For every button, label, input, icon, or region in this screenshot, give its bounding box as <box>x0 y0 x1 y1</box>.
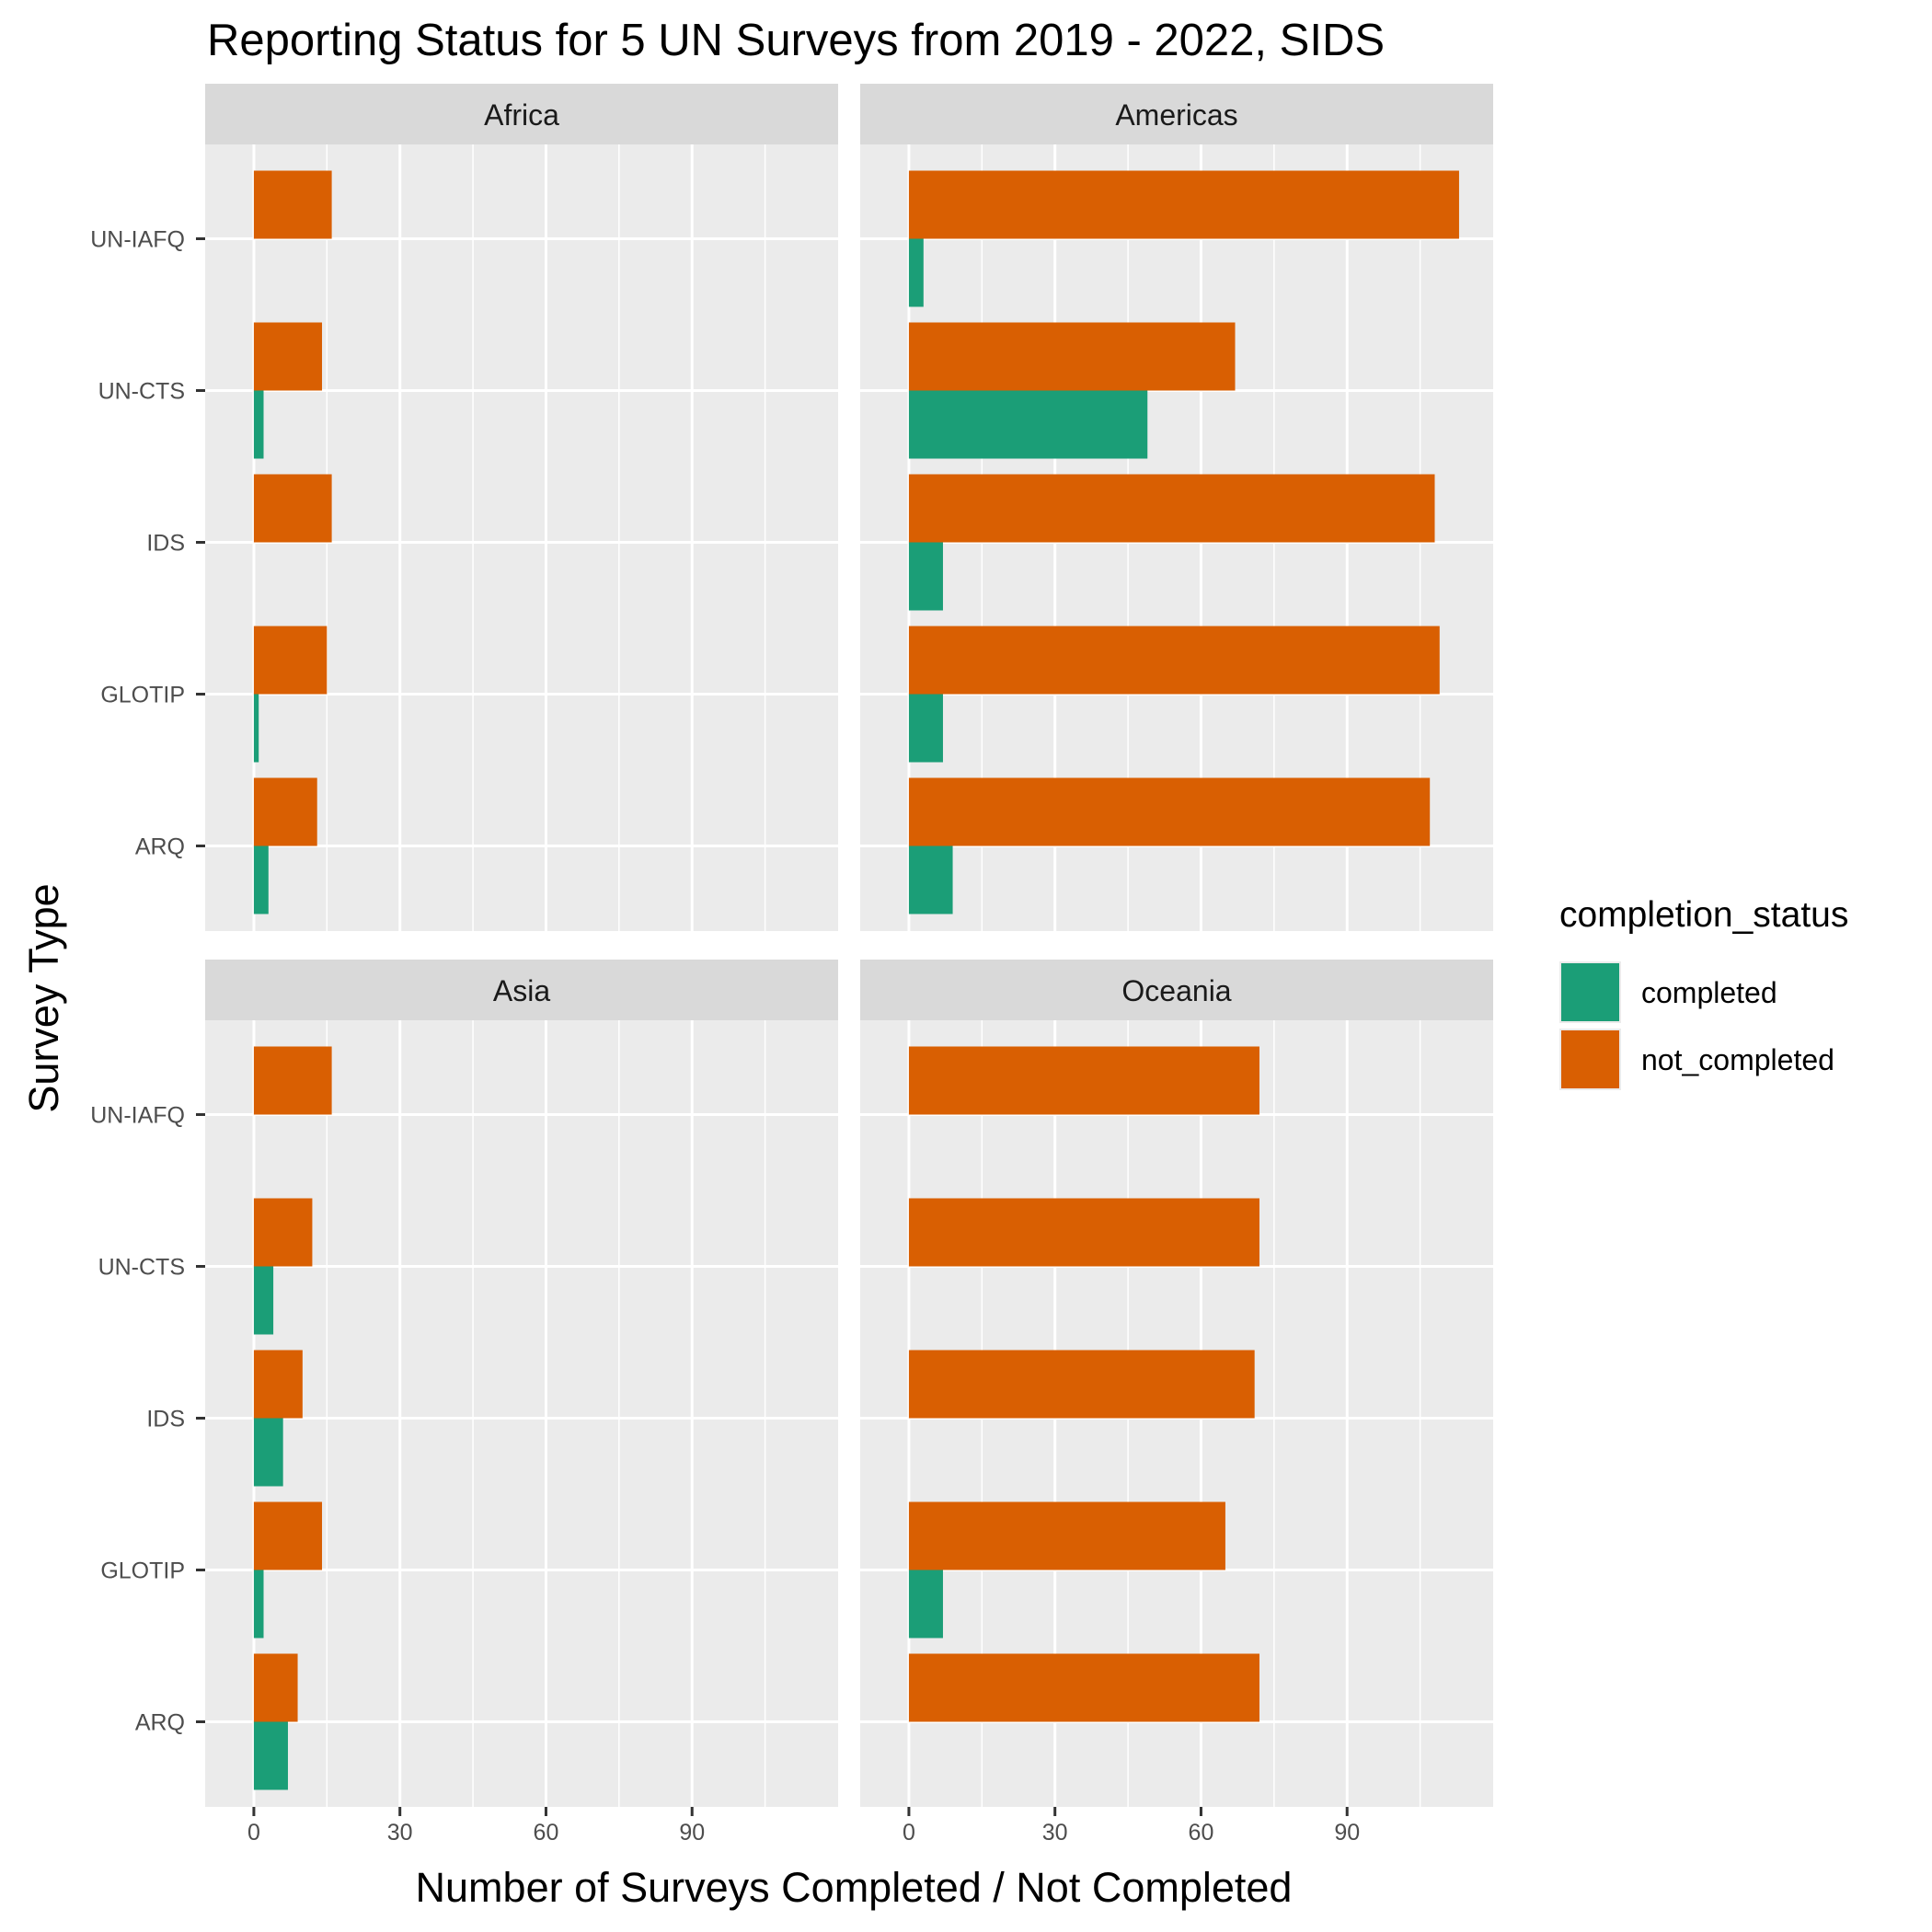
bar-completed-un-cts <box>908 390 1148 459</box>
legend-key-completed <box>1561 963 1619 1021</box>
x-tick-label: 30 <box>1042 1820 1068 1846</box>
y-tick-label: IDS <box>146 531 185 557</box>
y-tick-label: UN-CTS <box>98 1255 185 1281</box>
bar-completed-ids <box>253 1418 283 1487</box>
facet-strip <box>860 960 1493 1020</box>
facet-strip <box>860 84 1493 144</box>
bar-completed-un-cts <box>253 390 264 459</box>
bar-not-completed-un-cts <box>253 1198 313 1267</box>
x-tick-label: 0 <box>903 1820 915 1846</box>
bar-not-completed-glotip <box>908 1501 1225 1570</box>
y-tick-label: GLOTIP <box>100 683 185 708</box>
facet-asia: Asia ARQ GLOTIP IDS UN-CTS UN-IAFQ 0 30 60 90 <box>90 960 838 1846</box>
facet-strip <box>205 960 838 1020</box>
legend-label-not-completed: not_completed <box>1641 1043 1834 1076</box>
bar-not-completed-glotip <box>253 626 328 695</box>
bar-not-completed-un-cts <box>908 1198 1259 1267</box>
x-axis-title: Number of Surveys Completed / Not Comple… <box>416 1864 1293 1911</box>
legend: completion_status completed not_completed <box>1559 895 1848 1090</box>
bar-completed-un-iafq <box>908 238 924 307</box>
bar-not-completed-glotip <box>253 1501 323 1570</box>
facet-americas: Americas <box>860 84 1493 931</box>
bar-completed-ids <box>908 542 943 611</box>
bar-not-completed-arq <box>253 777 317 846</box>
y-tick-label: UN-CTS <box>98 379 185 405</box>
facet-oceania: Oceania 0 30 60 90 <box>860 960 1493 1846</box>
legend-key-not-completed <box>1561 1030 1619 1088</box>
bar-not-completed-ids <box>253 474 332 543</box>
bar-not-completed-un-iafq <box>253 1046 332 1115</box>
bar-not-completed-arq <box>908 1653 1259 1722</box>
bar-not-completed-un-cts <box>908 322 1236 391</box>
bar-not-completed-arq <box>908 777 1431 846</box>
bar-not-completed-un-iafq <box>908 1046 1259 1115</box>
bar-completed-arq <box>253 845 269 914</box>
bar-not-completed-un-iafq <box>253 170 332 239</box>
facet-africa: Africa ARQ GLOTIP IDS UN-CTS UN-IAFQ <box>90 84 838 931</box>
bar-not-completed-glotip <box>908 626 1440 695</box>
bar-not-completed-un-cts <box>253 322 323 391</box>
x-tick-label: 30 <box>387 1820 413 1846</box>
bar-completed-arq <box>253 1721 288 1790</box>
x-tick-label: 0 <box>247 1820 260 1846</box>
bar-completed-glotip <box>253 1570 264 1639</box>
facet-label: Africa <box>484 98 559 132</box>
bar-completed-glotip <box>253 694 259 763</box>
chart-title: Reporting Status for 5 UN Surveys from 2… <box>207 16 1385 65</box>
panel-background <box>205 1020 838 1807</box>
y-tick-label: UN-IAFQ <box>90 227 185 253</box>
legend-title: completion_status <box>1559 895 1848 935</box>
y-tick-label: ARQ <box>135 834 185 860</box>
bar-not-completed-ids <box>908 1350 1255 1419</box>
legend-label-completed: completed <box>1641 976 1777 1009</box>
y-tick-label: ARQ <box>135 1710 185 1736</box>
facet-strip <box>205 84 838 144</box>
bar-not-completed-arq <box>253 1653 298 1722</box>
y-axis-title: Survey Type <box>20 883 67 1112</box>
x-tick-label: 90 <box>1334 1820 1360 1846</box>
y-tick-label: GLOTIP <box>100 1558 185 1584</box>
bar-completed-un-cts <box>253 1266 274 1335</box>
bar-not-completed-ids <box>253 1350 303 1419</box>
y-tick-label: IDS <box>146 1407 185 1432</box>
y-tick-label: UN-IAFQ <box>90 1103 185 1129</box>
bar-not-completed-un-iafq <box>908 170 1459 239</box>
x-tick-label: 60 <box>534 1820 559 1846</box>
facet-label: Americas <box>1115 98 1237 132</box>
bar-completed-glotip <box>908 1570 943 1639</box>
x-tick-label: 90 <box>679 1820 705 1846</box>
bar-not-completed-ids <box>908 474 1435 543</box>
facet-label: Oceania <box>1121 974 1231 1007</box>
bar-completed-glotip <box>908 694 943 763</box>
x-tick-label: 60 <box>1189 1820 1214 1846</box>
facet-label: Asia <box>493 974 550 1007</box>
bar-completed-arq <box>908 845 953 914</box>
facet-panels: Africa ARQ GLOTIP IDS UN-CTS UN-IAFQ Americas A… <box>90 84 1493 1846</box>
